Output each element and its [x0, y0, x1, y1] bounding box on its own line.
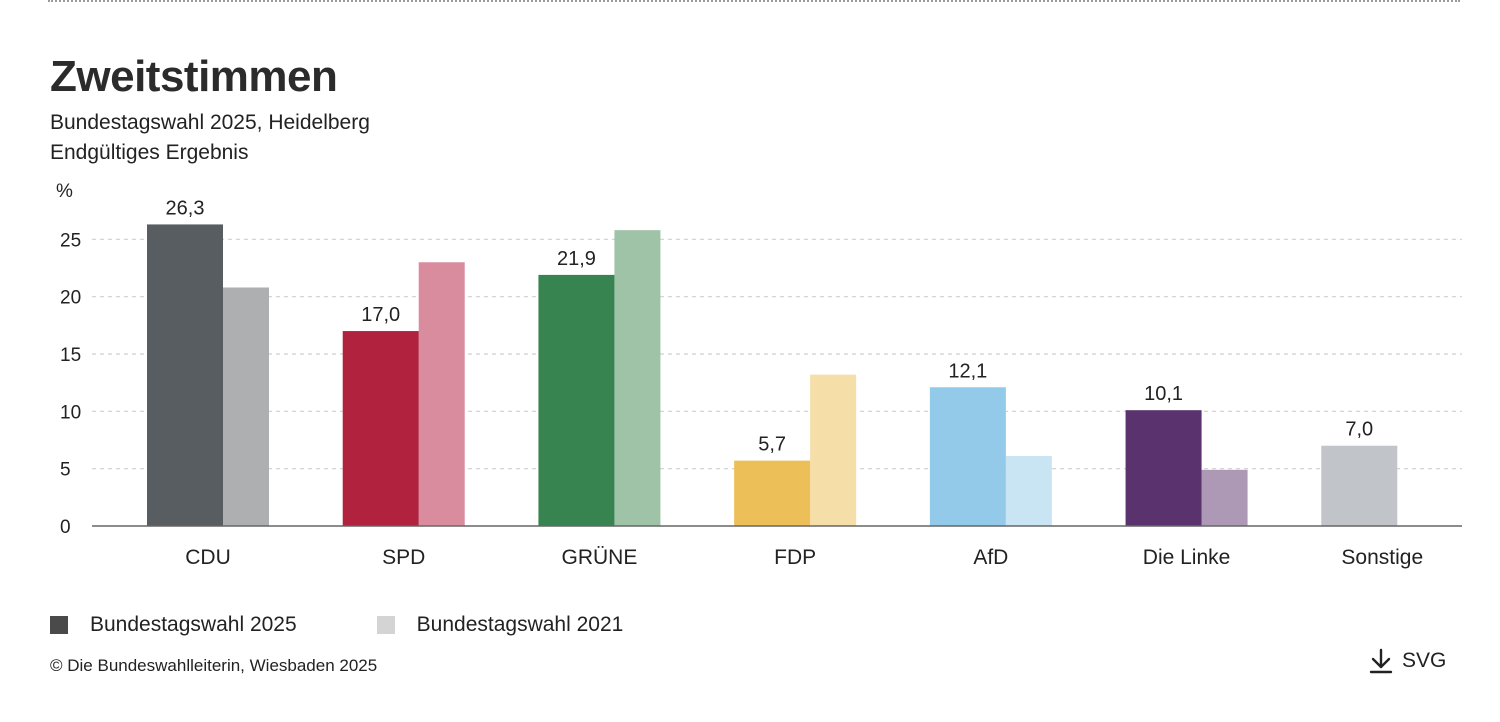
copyright-text: © Die Bundeswahlleiterin, Wiesbaden 2025	[50, 656, 378, 675]
y-tick-label: 0	[60, 517, 71, 538]
data-label-2025: 26,3	[166, 197, 205, 219]
bar-2025	[1321, 445, 1398, 526]
bar-2021	[223, 287, 269, 526]
bar-2025	[929, 387, 1006, 526]
chart-title: Zweitstimmen	[50, 52, 338, 101]
y-tick-label: 15	[60, 345, 81, 366]
bar-2025	[734, 460, 811, 526]
data-label-2025: 10,1	[1144, 383, 1183, 405]
legend-label-2025: Bundestagswahl 2025	[90, 613, 297, 636]
x-category-label: CDU	[185, 546, 231, 569]
x-category-label: FDP	[774, 546, 816, 569]
legend-swatch-2021	[376, 616, 395, 634]
bar-2025	[342, 331, 419, 526]
chart-subtitle: Bundestagswahl 2025, Heidelberg Endgülti…	[50, 108, 370, 168]
x-category-label: AfD	[973, 546, 1008, 569]
bar-2021	[1005, 456, 1052, 526]
bar-2021	[418, 262, 465, 526]
subtitle-line-2: Endgültiges Ergebnis	[50, 141, 249, 164]
subtitle-line-1: Bundestagswahl 2025, Heidelberg	[50, 111, 370, 134]
y-axis-unit-label: %	[56, 181, 73, 202]
bar-2021	[810, 374, 857, 526]
y-tick-label: 5	[60, 460, 71, 481]
x-category-label: GRÜNE	[562, 546, 638, 569]
y-tick-label: 25	[60, 230, 81, 251]
x-category-label: Sonstige	[1341, 546, 1423, 569]
data-label-2025: 12,1	[948, 360, 987, 382]
legend-item-2025: Bundestagswahl 2025	[50, 613, 297, 637]
legend-swatch-2025	[50, 616, 68, 634]
data-label-2025: 7,0	[1345, 419, 1373, 441]
data-label-2025: 5,7	[758, 434, 786, 456]
bar-2025	[1125, 410, 1202, 526]
data-label-2025: 21,9	[557, 248, 596, 270]
x-category-label: Die Linke	[1143, 546, 1231, 569]
download-icon	[1369, 648, 1393, 674]
legend-label-2021: Bundestagswahl 2021	[416, 613, 624, 636]
y-tick-label: 20	[60, 288, 81, 309]
bar-2025	[147, 224, 223, 526]
bar-2021	[1201, 469, 1248, 526]
legend-item-2021: Bundestagswahl 2021	[376, 613, 624, 637]
bar-2025	[538, 274, 615, 526]
bar-2021	[614, 230, 661, 526]
download-label: SVG	[1402, 649, 1447, 672]
y-tick-label: 10	[60, 402, 81, 423]
data-label-2025: 17,0	[361, 304, 400, 326]
download-svg-button[interactable]: SVG	[1368, 648, 1446, 674]
legend: Bundestagswahl 2025 Bundestagswahl 2021	[50, 613, 703, 637]
x-category-label: SPD	[382, 546, 425, 569]
top-divider	[48, 0, 1460, 2]
